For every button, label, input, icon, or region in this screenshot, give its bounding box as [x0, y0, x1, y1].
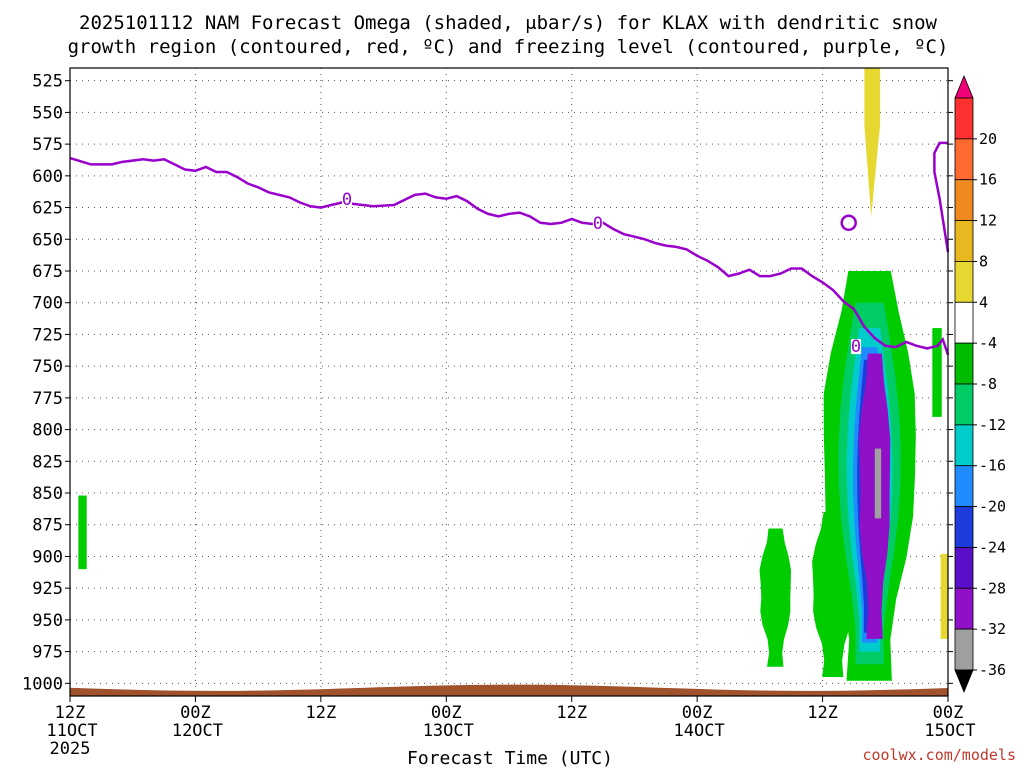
freezing-level-label: 0 [342, 190, 352, 210]
contour-label-bg [341, 191, 352, 207]
y-tick-label: 850 [32, 484, 63, 504]
x-tick-label: 00Z [682, 703, 713, 723]
y-tick-label: 550 [32, 103, 63, 123]
colorbar-box [954, 628, 974, 671]
x-tick-label: 12Z [55, 703, 86, 723]
omega-region-6 [874, 448, 882, 519]
colorbar-box [954, 383, 974, 426]
x-axis-label: Forecast Time (UTC) [407, 748, 613, 768]
y-tick-label: 625 [32, 199, 63, 219]
x-tick-label: 00Z [180, 703, 211, 723]
x-tick-sublabel: 12OCT [172, 721, 223, 741]
y-tick-label: 950 [32, 611, 63, 631]
x-tick-year: 2025 [50, 739, 91, 759]
freezing-level-label: 0 [593, 214, 603, 234]
y-tick-label: 1000 [22, 674, 63, 694]
colorbar-tick-label: -4 [979, 334, 997, 352]
colorbar-tick-label: -8 [979, 375, 997, 393]
plot-area: 0 0 0 525 550 575 600 625 650 675 700 725 750 775 800 8… [22, 67, 976, 759]
omega-region-5 [858, 353, 891, 639]
y-tick-label: 925 [32, 579, 63, 599]
omega-colorbar: 20 16 12 8 4 -4 -8 -12 -16 -20 -24 -28 -32 -36 [954, 74, 1006, 694]
y-tick-label: 525 [32, 72, 63, 92]
freezing-level-closed-loop [840, 214, 857, 232]
contour-label-bg [592, 216, 603, 232]
omega-region-0 [78, 495, 87, 570]
colorbar-box [954, 424, 974, 467]
colorbar-tick-label: 20 [979, 130, 997, 148]
colorbar-tick-label: 12 [979, 212, 997, 230]
colorbar-tick-label: 16 [979, 171, 997, 189]
colorbar-tick-label: -20 [979, 498, 1006, 516]
plot-frame [69, 67, 949, 697]
colorbar-tick-label: 4 [979, 293, 988, 311]
colorbar-box [954, 179, 974, 221]
colorbar-tick-label: -28 [979, 579, 1006, 597]
x-tick-label: 12Z [556, 703, 587, 723]
chart-title-line-1: 2025101112 NAM Forecast Omega (shaded, μ… [79, 12, 937, 34]
omega-region-8 [940, 553, 948, 639]
y-tick-label: 875 [32, 516, 63, 536]
x-tick-label: 00Z [431, 703, 462, 723]
colorbar-box [954, 261, 974, 303]
y-tick-label: 600 [32, 167, 63, 187]
colorbar-tick-label: 8 [979, 252, 988, 270]
x-tick-label: 12Z [807, 703, 838, 723]
contour-label-bg [851, 339, 862, 355]
colorbar-top-triangle [954, 74, 974, 99]
freezing-level-label: 0 [851, 337, 861, 357]
freezing-level-upper-branch [933, 141, 950, 253]
colorbar-tick-label: -36 [979, 661, 1006, 679]
y-tick-label: 825 [32, 452, 63, 472]
y-tick-label: 975 [32, 643, 63, 663]
x-tick-sublabel: 11OCT [46, 721, 97, 741]
colorbar-box [954, 506, 974, 548]
y-tick-label: 900 [32, 547, 63, 567]
colorbar-box [954, 301, 974, 344]
colorbar-bottom-triangle [954, 669, 974, 694]
x-tick-sublabel: 13OCT [423, 721, 474, 741]
chart-title-line-2: growth region (contoured, red, ºC) and f… [68, 36, 949, 58]
y-tick-label: 750 [32, 357, 63, 377]
x-tick-sublabel: 15OCT [924, 721, 975, 741]
y-tick-label: 725 [32, 325, 63, 345]
freezing-level-contour [69, 156, 950, 356]
colorbar-box [954, 97, 974, 140]
x-tick-label: 00Z [933, 703, 964, 723]
omega-region-1 [759, 528, 791, 667]
y-tick-label: 700 [32, 294, 63, 314]
colorbar-tick-label: -16 [979, 457, 1006, 475]
colorbar-box [954, 547, 974, 589]
y-tick-label: 800 [32, 421, 63, 441]
x-tick-sublabel: 14OCT [674, 721, 725, 741]
colorbar-box [954, 587, 974, 630]
omega-region-7 [864, 68, 881, 217]
colorbar-box [954, 220, 974, 262]
colorbar-box [954, 465, 974, 507]
y-tick-label: 575 [32, 135, 63, 155]
terrain-band [70, 684, 948, 696]
x-tick-label: 12Z [305, 703, 336, 723]
y-tick-label: 775 [32, 389, 63, 409]
colorbar-tick-label: -12 [979, 416, 1006, 434]
credit-text: coolwx.com/models [862, 746, 1016, 764]
colorbar-box [954, 138, 974, 181]
colorbar-tick-label: -32 [979, 620, 1006, 638]
y-tick-label: 675 [32, 262, 63, 282]
y-tick-label: 650 [32, 230, 63, 250]
colorbar-tick-label: -24 [979, 538, 1006, 556]
omega-region-4 [932, 328, 942, 417]
colorbar-box [954, 342, 974, 385]
